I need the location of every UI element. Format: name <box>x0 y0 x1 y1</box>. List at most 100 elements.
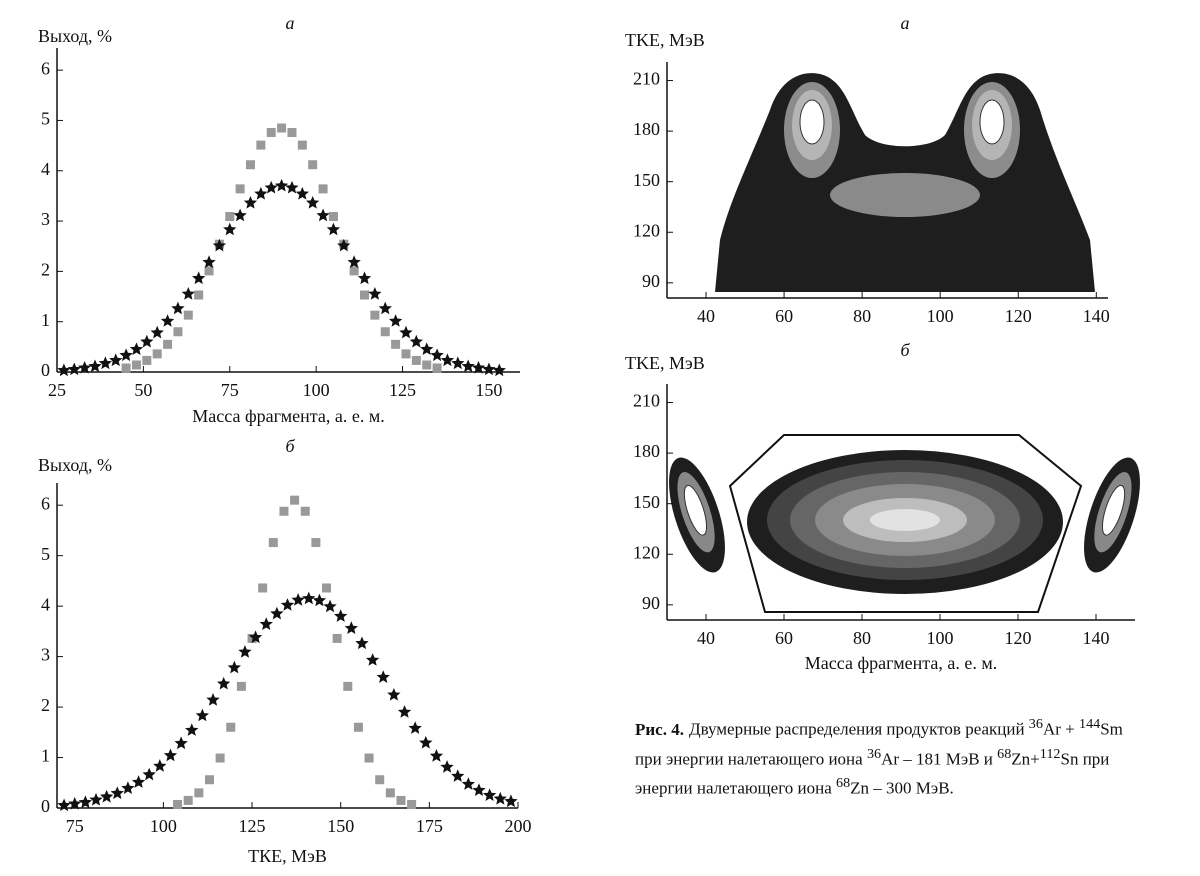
x-tick-label: 75 <box>66 816 84 836</box>
star-point <box>206 693 220 706</box>
y-tick-label: 150 <box>633 170 660 190</box>
square-point <box>411 355 421 365</box>
panel-title: б <box>900 340 910 360</box>
x-tick-label: 150 <box>475 380 502 400</box>
caption-text: Sm при энергии налетающего иона <box>635 719 1123 769</box>
star-point <box>430 348 444 362</box>
square-point <box>328 212 338 222</box>
caption-text: Ar – 181 МэВ и <box>881 749 998 769</box>
y-tick-label: 6 <box>41 493 50 513</box>
star-point <box>217 676 231 690</box>
caption-superscript: 112 <box>1039 745 1061 762</box>
star-point <box>323 599 337 613</box>
square-point <box>163 339 173 349</box>
star-point <box>504 794 518 808</box>
y-tick-label: 1 <box>41 746 50 766</box>
star-point <box>248 630 263 644</box>
caption: Рис. 4. Двумерные распределения продуктов… <box>635 712 1135 801</box>
square-point <box>422 360 432 370</box>
y-tick-label: 3 <box>41 209 50 229</box>
star-point <box>440 353 455 367</box>
contour-band <box>799 99 825 145</box>
star-point <box>347 255 361 268</box>
square-point <box>183 310 193 320</box>
star-point <box>202 255 216 268</box>
star-point <box>57 363 71 377</box>
star-point <box>129 342 144 355</box>
y-tick-label: 180 <box>633 441 660 461</box>
square-point <box>370 310 380 320</box>
star-point <box>68 797 82 810</box>
square-point <box>142 355 152 365</box>
side-blob <box>669 457 725 573</box>
square-point <box>322 583 332 593</box>
y-axis-label: Выход, % <box>38 26 112 46</box>
star-point <box>451 356 465 370</box>
star-point <box>334 609 348 622</box>
x-axis-label: ТКЕ, МэВ <box>248 846 327 866</box>
square-point <box>245 160 255 170</box>
star-point <box>171 301 185 315</box>
square-point <box>225 212 235 222</box>
star-point <box>337 238 351 252</box>
star-point <box>254 186 268 200</box>
star-point <box>291 593 305 606</box>
star-point <box>389 314 403 327</box>
star-point <box>472 783 486 796</box>
square-point <box>297 140 307 150</box>
star-point <box>368 287 382 300</box>
square-point <box>183 795 193 805</box>
star-point <box>461 777 475 790</box>
star-point <box>302 591 316 605</box>
x-tick-label: 100 <box>927 628 954 648</box>
square-point <box>173 327 183 337</box>
y-axis-label: Выход, % <box>38 455 112 475</box>
x-tick-label: 175 <box>416 816 443 836</box>
y-tick-label: 90 <box>642 593 660 613</box>
star-point <box>316 208 330 222</box>
x-tick-label: 140 <box>1083 306 1110 326</box>
caption-label: Рис. 4. <box>635 719 684 739</box>
star-point <box>270 606 284 620</box>
y-tick-label: 0 <box>41 360 50 380</box>
star-point <box>110 786 124 799</box>
square-point <box>311 538 321 548</box>
square-point <box>308 160 318 170</box>
y-tick-label: 210 <box>633 69 660 89</box>
x-tick-label: 75 <box>221 380 239 400</box>
x-tick-label: 140 <box>1083 628 1110 648</box>
caption-text: Ar + <box>1042 719 1079 739</box>
star-point <box>366 653 380 666</box>
y-tick-label: 180 <box>633 119 660 139</box>
star-point <box>174 736 188 750</box>
square-point <box>290 495 300 505</box>
star-point <box>451 769 465 782</box>
star-point <box>408 721 422 734</box>
star-point <box>419 735 433 749</box>
star-point <box>140 334 154 348</box>
square-point <box>152 349 162 359</box>
contour-band <box>870 509 940 531</box>
y-tick-label: 1 <box>41 310 50 330</box>
panel-title: а <box>901 13 910 33</box>
square-point <box>204 775 214 785</box>
side-blob <box>1084 457 1140 573</box>
x-tick-label: 120 <box>1005 628 1032 648</box>
caption-superscript: 68 <box>997 745 1012 762</box>
star-point <box>67 362 81 376</box>
panel-title: б <box>285 436 295 456</box>
star-point <box>295 186 309 200</box>
star-point <box>227 660 241 674</box>
y-tick-label: 2 <box>41 260 50 280</box>
square-point <box>287 128 297 138</box>
star-point <box>195 708 209 722</box>
x-tick-label: 100 <box>150 816 177 836</box>
star-point <box>181 287 195 300</box>
star-point <box>420 342 434 355</box>
square-point <box>194 788 204 798</box>
square-point <box>391 339 401 349</box>
y-tick-label: 4 <box>41 159 50 179</box>
y-tick-label: 5 <box>41 544 50 564</box>
contour-b <box>669 434 1140 613</box>
